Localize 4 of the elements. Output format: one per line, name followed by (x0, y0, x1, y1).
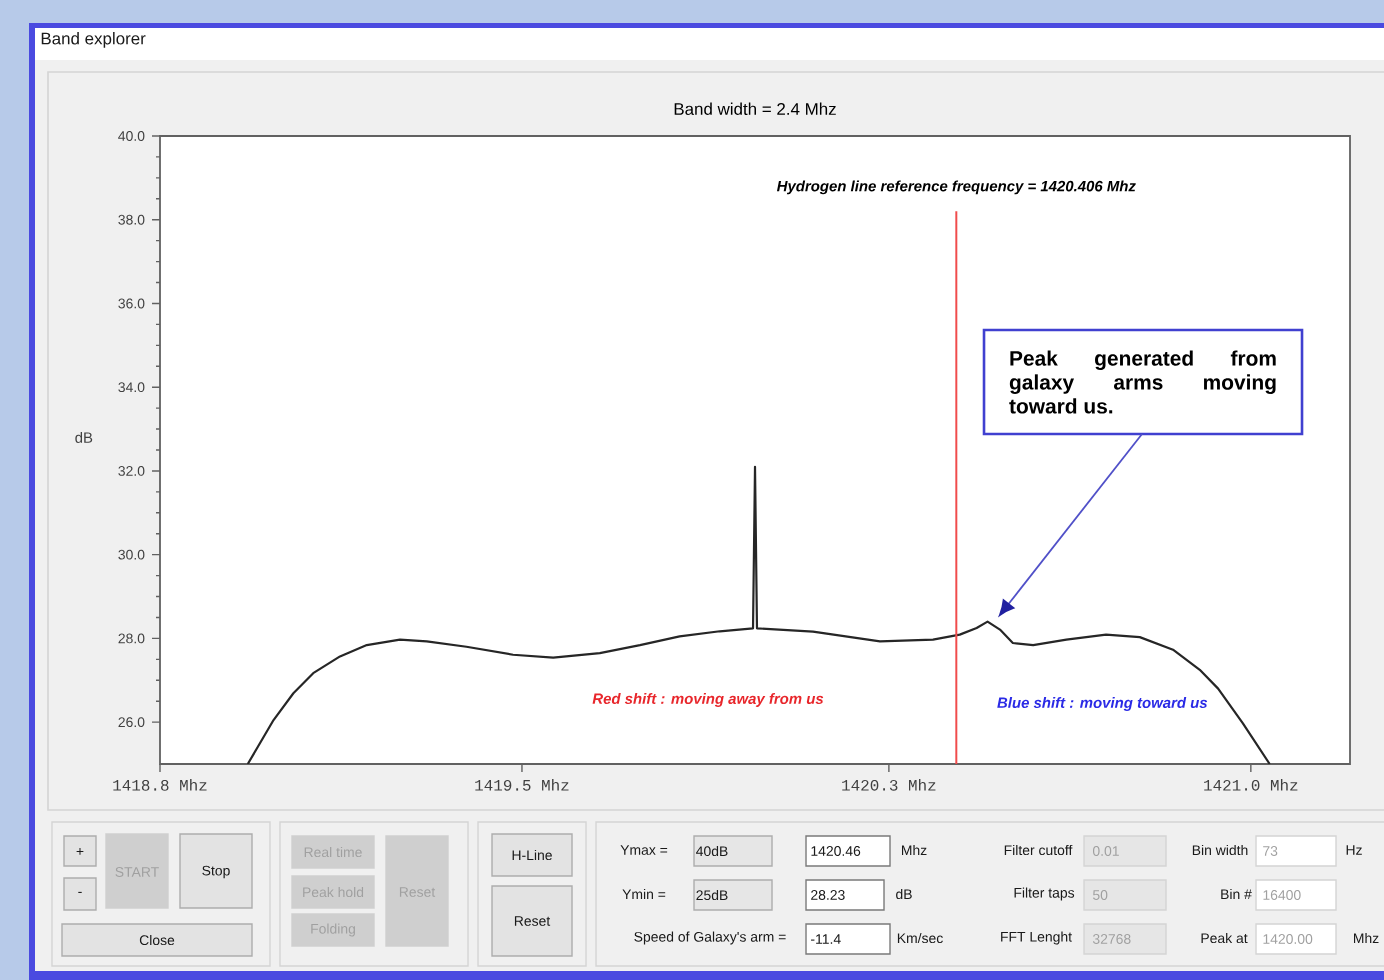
chart-title: Band width = 2.4 Mhz (674, 102, 836, 115)
text: Band explorer (41, 32, 146, 48)
annotation: Peak generated from galaxy arms moving toward us. (1009, 350, 1276, 414)
line-series (246, 465, 1271, 764)
